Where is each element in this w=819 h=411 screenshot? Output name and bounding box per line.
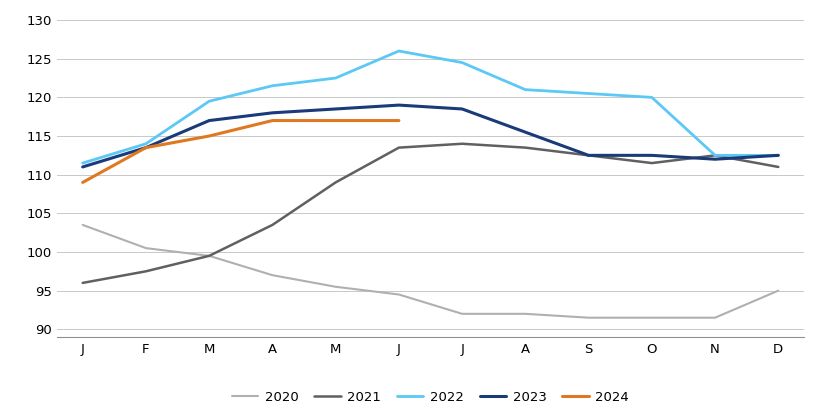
2022 xyxy=(583,91,593,96)
2023 xyxy=(646,153,656,158)
2020 xyxy=(204,254,214,259)
2022 xyxy=(141,141,151,146)
2024 xyxy=(141,145,151,150)
2022 xyxy=(520,87,530,92)
2021 xyxy=(204,254,214,259)
2022 xyxy=(457,60,467,65)
Line: 2024: 2024 xyxy=(83,120,398,182)
2020 xyxy=(330,284,340,289)
2024 xyxy=(330,118,340,123)
2023 xyxy=(520,130,530,135)
2021 xyxy=(583,153,593,158)
2022 xyxy=(772,153,782,158)
2022 xyxy=(330,76,340,81)
2022 xyxy=(646,95,656,100)
2020 xyxy=(646,315,656,320)
2024 xyxy=(78,180,88,185)
2021 xyxy=(709,153,719,158)
2020 xyxy=(457,312,467,316)
2021 xyxy=(457,141,467,146)
2020 xyxy=(520,312,530,316)
2022 xyxy=(709,153,719,158)
2020 xyxy=(141,246,151,251)
Line: 2020: 2020 xyxy=(83,225,777,318)
2022 xyxy=(267,83,277,88)
2020 xyxy=(78,222,88,227)
2021 xyxy=(267,222,277,227)
Line: 2022: 2022 xyxy=(83,51,777,163)
2022 xyxy=(78,161,88,166)
Legend: 2020, 2021, 2022, 2023, 2024: 2020, 2021, 2022, 2023, 2024 xyxy=(226,386,634,409)
2021 xyxy=(772,164,782,169)
2023 xyxy=(330,106,340,111)
2020 xyxy=(583,315,593,320)
2021 xyxy=(141,269,151,274)
2022 xyxy=(204,99,214,104)
2023 xyxy=(78,164,88,169)
2024 xyxy=(393,118,403,123)
2020 xyxy=(393,292,403,297)
2023 xyxy=(583,153,593,158)
Line: 2021: 2021 xyxy=(83,144,777,283)
2024 xyxy=(204,134,214,139)
2023 xyxy=(267,111,277,115)
2023 xyxy=(772,153,782,158)
2021 xyxy=(330,180,340,185)
2023 xyxy=(709,157,719,162)
2021 xyxy=(520,145,530,150)
2020 xyxy=(267,273,277,278)
2020 xyxy=(772,288,782,293)
2022 xyxy=(393,48,403,53)
2023 xyxy=(393,103,403,108)
2023 xyxy=(457,106,467,111)
2021 xyxy=(393,145,403,150)
2020 xyxy=(709,315,719,320)
2021 xyxy=(646,161,656,166)
2024 xyxy=(267,118,277,123)
Line: 2023: 2023 xyxy=(83,105,777,167)
2023 xyxy=(141,145,151,150)
2021 xyxy=(78,280,88,285)
2023 xyxy=(204,118,214,123)
